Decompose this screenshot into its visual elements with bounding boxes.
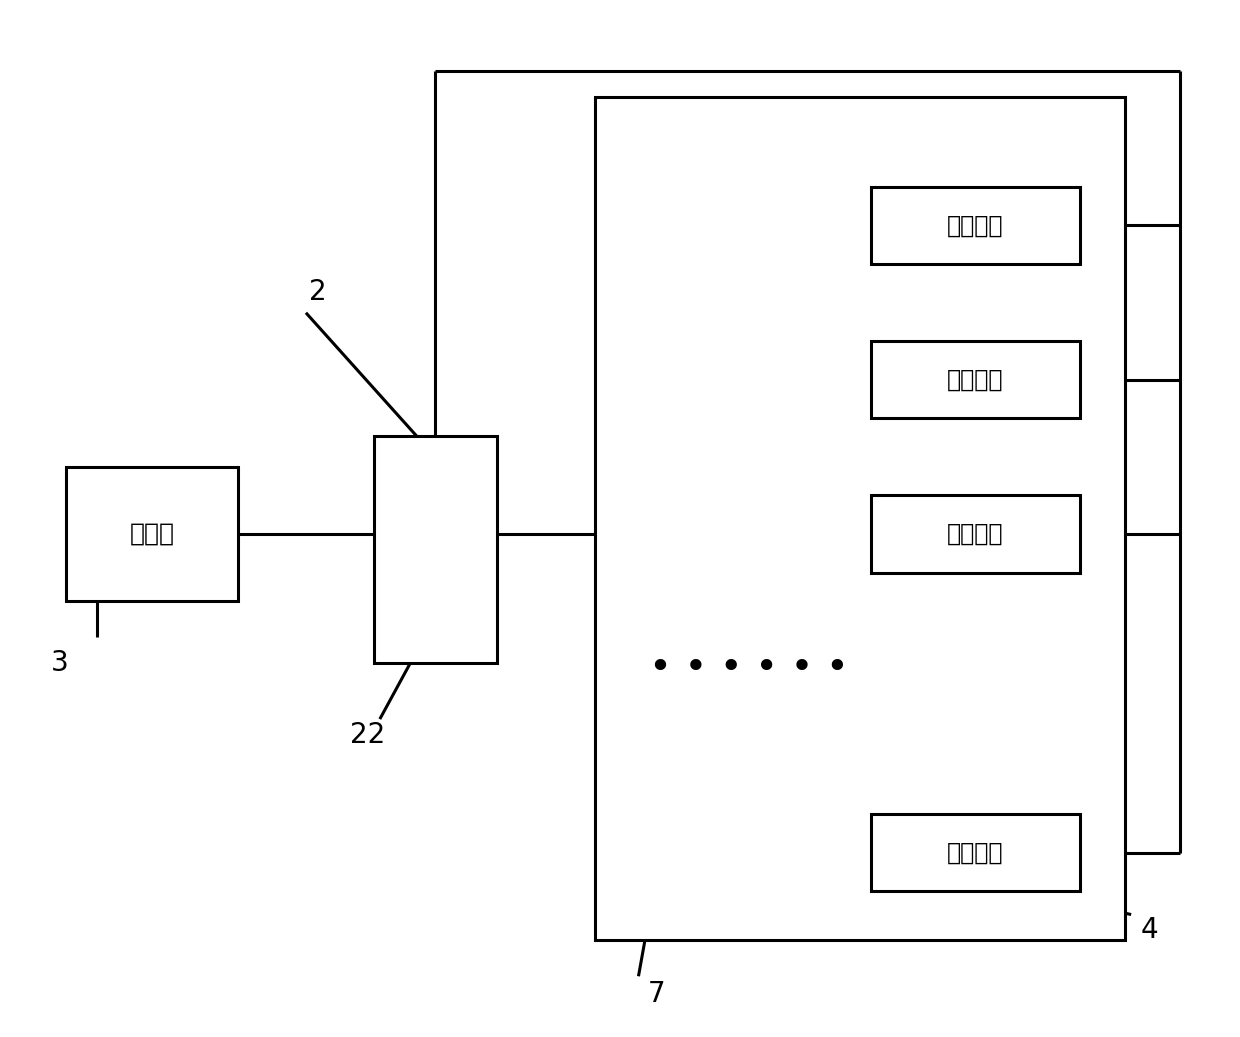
Text: 控制模块: 控制模块 [947,522,1003,545]
Text: 7: 7 [649,980,666,1008]
Text: 2: 2 [310,278,327,306]
Text: 控制模块: 控制模块 [947,368,1003,392]
Text: 3: 3 [51,648,68,676]
Text: 22: 22 [350,721,386,749]
FancyBboxPatch shape [870,496,1080,572]
Text: • • • • • •: • • • • • • [650,649,849,686]
FancyBboxPatch shape [66,467,238,600]
FancyBboxPatch shape [870,814,1080,892]
Text: 4: 4 [1141,916,1158,944]
Text: 控制模块: 控制模块 [947,214,1003,237]
Text: 控制模块: 控制模块 [947,841,1003,865]
FancyBboxPatch shape [870,187,1080,263]
FancyBboxPatch shape [870,341,1080,418]
FancyBboxPatch shape [373,437,497,663]
Text: 信号源: 信号源 [129,522,175,545]
FancyBboxPatch shape [595,96,1125,941]
